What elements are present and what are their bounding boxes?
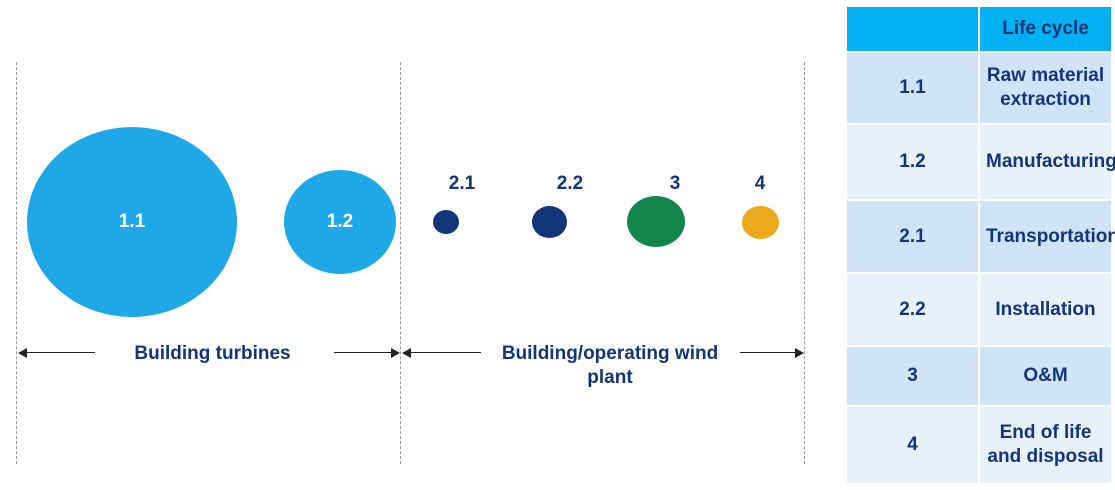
table-cell-stage: O&M <box>978 345 1113 407</box>
table-cell-id: 1.2 <box>845 123 980 201</box>
bubble-2-1-label: 2.1 <box>448 173 476 194</box>
arrow-line <box>334 352 391 353</box>
table-row: 1.2 Manufacturing <box>845 123 1115 201</box>
bubble-2-2 <box>532 206 567 238</box>
bubble-1-2: 1.2 <box>284 170 396 274</box>
life-cycle-diagram: 1.1 1.2 2.1 2.2 3 4 Building turbines Bu… <box>16 62 805 464</box>
table-cell-stage: Installation <box>978 272 1113 347</box>
arrow-line <box>740 352 795 353</box>
table-cell-id: 1.1 <box>845 51 980 125</box>
bubble-4 <box>742 206 779 239</box>
table-cell-id: 2.2 <box>845 272 980 347</box>
bubble-3 <box>627 196 685 247</box>
bubble-1-2-label: 1.2 <box>326 211 354 232</box>
divider-left <box>16 62 17 464</box>
table-row: 4 End of life and disposal <box>845 405 1113 485</box>
table-header-row: Life cycle <box>845 5 1113 53</box>
bubble-1-1-label: 1.1 <box>118 211 146 232</box>
phase-building-turbines: Building turbines <box>134 343 291 364</box>
arrow-left-head <box>18 348 27 358</box>
arrow-left-head <box>402 348 411 358</box>
life-cycle-table: Life cycle 1.1 Raw material extraction 1… <box>845 5 1115 485</box>
table-header-id <box>845 5 980 53</box>
arrow-right-head <box>795 348 804 358</box>
table-cell-id: 4 <box>845 405 980 485</box>
table-row: 1.1 Raw material extraction <box>845 51 1113 125</box>
arrow-right-head <box>391 348 400 358</box>
table-cell-stage: Manufacturing <box>978 123 1115 201</box>
table-header-life-cycle: Life cycle <box>978 5 1113 53</box>
arrow-line <box>409 352 481 353</box>
divider-middle <box>400 62 401 464</box>
arrow-line <box>25 352 95 353</box>
bubble-4-label: 4 <box>754 173 766 194</box>
bubble-3-label: 3 <box>669 173 681 194</box>
table-cell-stage: Transportation <box>978 199 1115 274</box>
table-cell-stage: End of life and disposal <box>978 405 1113 485</box>
bubble-1-1: 1.1 <box>27 127 237 317</box>
table-cell-id: 2.1 <box>845 199 980 274</box>
table-cell-stage: Raw material extraction <box>978 51 1113 125</box>
bubble-2-2-label: 2.2 <box>556 173 584 194</box>
divider-right <box>804 62 805 464</box>
table-row: 2.2 Installation <box>845 272 1113 347</box>
table-cell-id: 3 <box>845 345 980 407</box>
table-row: 2.1 Transportation <box>845 199 1115 274</box>
phase-building-operating: Building/operating wind plant <box>501 343 719 388</box>
bubble-2-1 <box>433 210 459 234</box>
table-row: 3 O&M <box>845 345 1113 407</box>
